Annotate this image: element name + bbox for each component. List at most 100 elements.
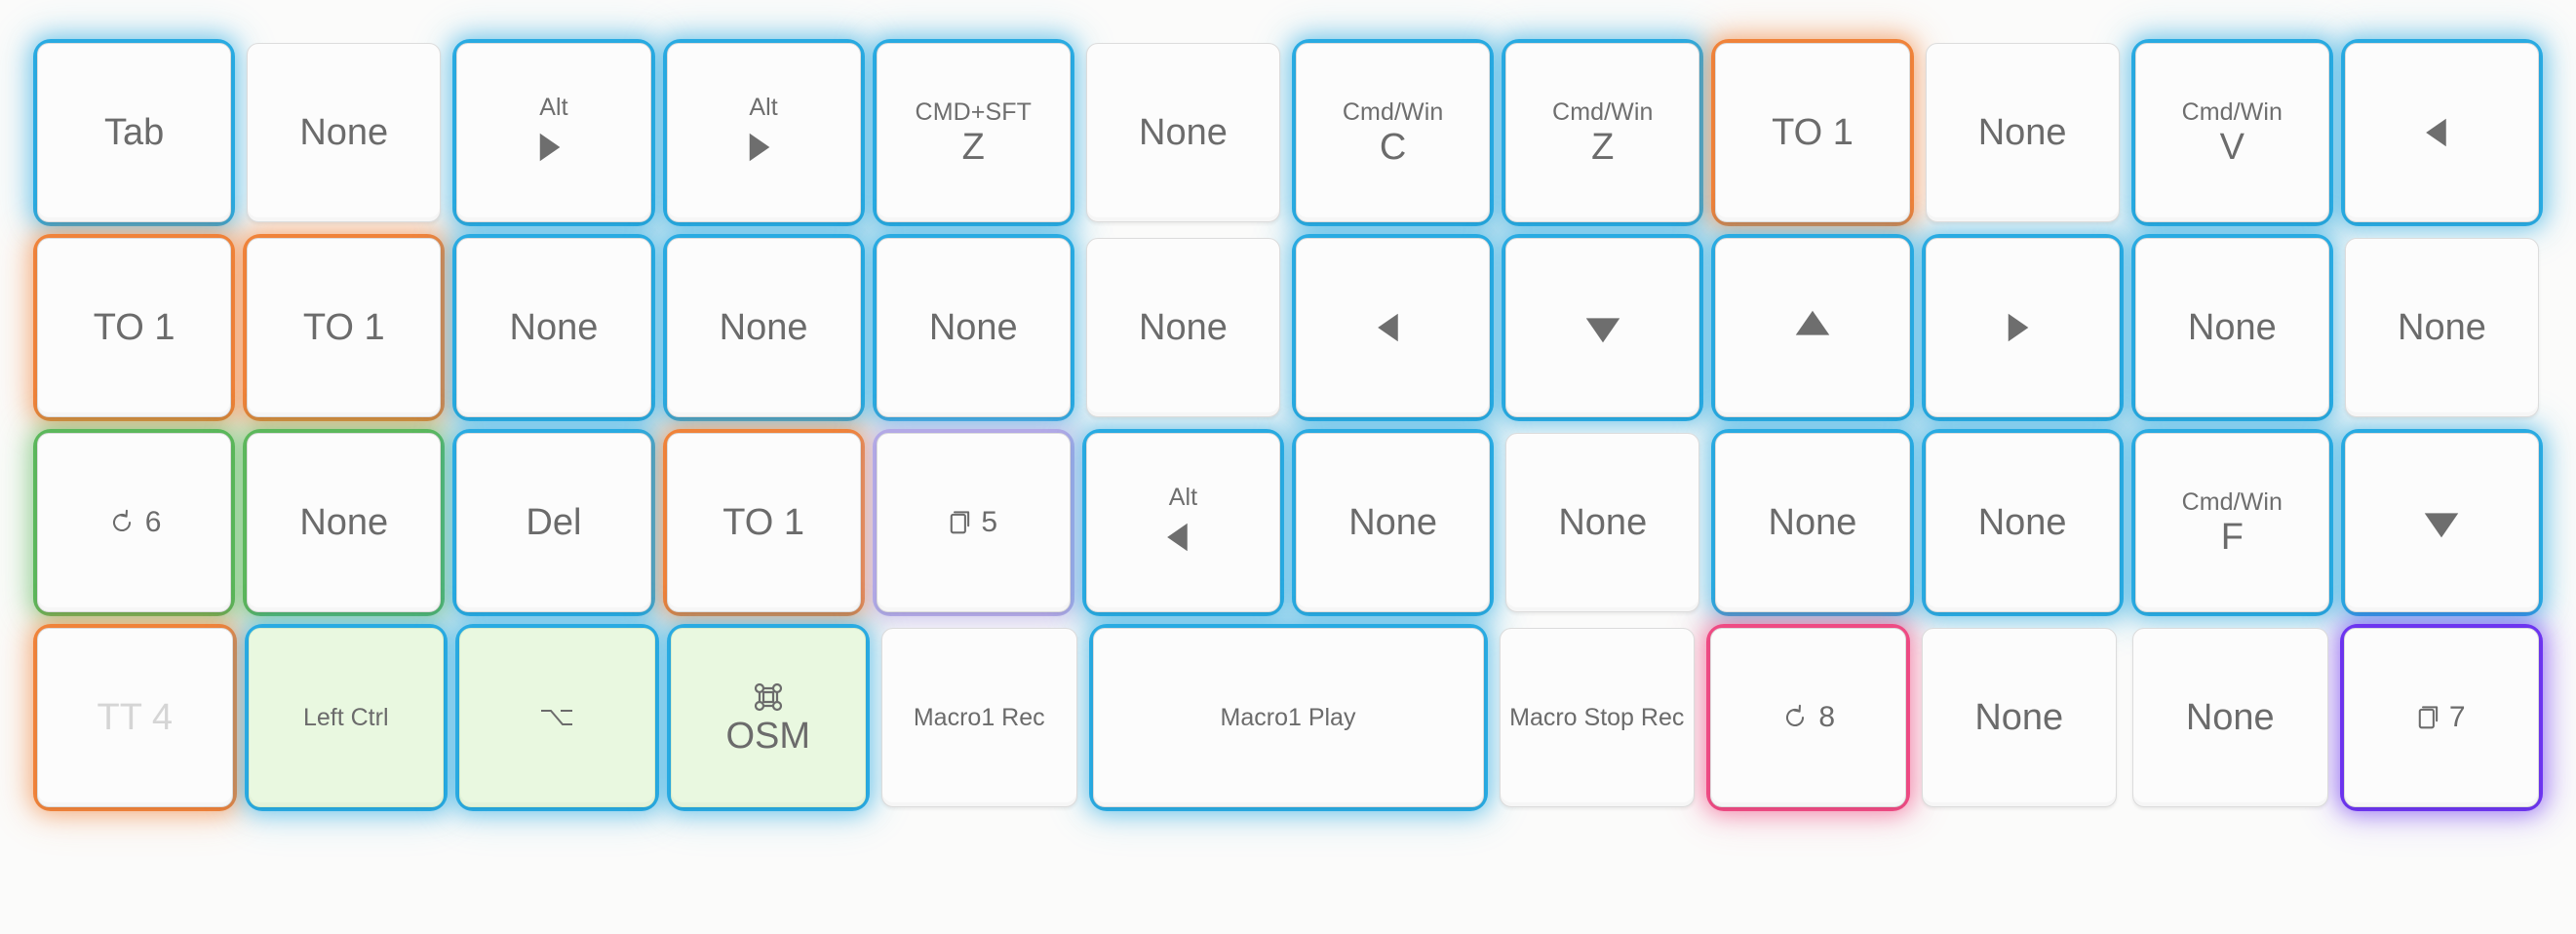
key-modifier-label: CMD+SFT: [915, 97, 1032, 126]
key-cap: Alt: [1085, 433, 1281, 612]
left-triangle-icon: [1164, 514, 1201, 561]
key-label: TO 1: [1772, 112, 1854, 153]
key-r2-c11-none[interactable]: None: [2127, 230, 2337, 425]
key-cap: None: [456, 238, 651, 417]
key-r3-c5-5[interactable]: 5: [869, 425, 1078, 620]
key-r2-c8-arrow-down[interactable]: [1498, 230, 1707, 425]
key-cap: TO 1: [1715, 43, 1910, 222]
key-r3-c11-f[interactable]: Cmd/Win F: [2127, 425, 2337, 620]
key-r3-c6-arrow-left[interactable]: Alt: [1078, 425, 1288, 620]
key-r4-c10-none[interactable]: None: [2125, 620, 2336, 815]
key-cap: CMD+SFT Z: [876, 43, 1071, 222]
key-r3-c1-6[interactable]: 6: [29, 425, 239, 620]
key-cap: [1925, 238, 2120, 417]
right-triangle-icon: [745, 124, 782, 171]
key-r3-c7-none[interactable]: None: [1288, 425, 1498, 620]
key-r1-c4-arrow-right[interactable]: Alt: [659, 35, 869, 230]
key-r3-c4-to-1[interactable]: TO 1: [659, 425, 869, 620]
key-label: None: [299, 112, 389, 153]
key-r4-c3-option[interactable]: [451, 620, 663, 815]
key-cap: [2344, 43, 2540, 222]
up-triangle-icon: [1789, 305, 1836, 350]
key-cap: 5: [876, 433, 1071, 612]
key-r3-c9-none[interactable]: None: [1707, 425, 1917, 620]
key-r2-c1-to-1[interactable]: TO 1: [29, 230, 239, 425]
key-r1-c6-none[interactable]: None: [1078, 35, 1288, 230]
key-cap: None: [2132, 628, 2328, 807]
key-label: None: [1974, 697, 2064, 738]
key-r4-c1-tt-4[interactable]: TT 4: [29, 620, 241, 815]
key-r1-c2-none[interactable]: None: [239, 35, 449, 230]
key-label: Left Ctrl: [302, 703, 389, 731]
key-r2-c6-none[interactable]: None: [1078, 230, 1288, 425]
key-cap: None: [1925, 43, 2120, 222]
key-r1-c11-v[interactable]: Cmd/Win V: [2127, 35, 2337, 230]
key-cap: None: [247, 43, 442, 222]
key-r4-c5-macro1-rec[interactable]: Macro1 Rec: [874, 620, 1085, 815]
key-r1-c3-arrow-right[interactable]: Alt: [449, 35, 658, 230]
key-r3-c3-del[interactable]: Del: [449, 425, 658, 620]
key-cap: None: [247, 433, 442, 612]
key-r4-c9-none[interactable]: None: [1914, 620, 2126, 815]
key-r3-c10-none[interactable]: None: [1918, 425, 2127, 620]
key-label: None: [1977, 112, 2067, 153]
key-cap: [2344, 433, 2540, 612]
key-cap: None: [1085, 238, 1281, 417]
key-label: None: [2187, 307, 2277, 348]
key-cap: None: [876, 238, 1071, 417]
key-r1-c5-z[interactable]: CMD+SFT Z: [869, 35, 1078, 230]
key-cap: 6: [37, 433, 232, 612]
key-r1-c7-c[interactable]: Cmd/Win C: [1288, 35, 1498, 230]
key-cap: 7: [2343, 628, 2539, 807]
key-r2-c3-none[interactable]: None: [449, 230, 658, 425]
key-r1-c10-none[interactable]: None: [1918, 35, 2127, 230]
rotate-ccw-icon: [1780, 703, 1810, 732]
key-cap: Macro Stop Rec: [1499, 628, 1695, 807]
key-label: None: [1558, 502, 1648, 543]
key-r2-c2-to-1[interactable]: TO 1: [239, 230, 449, 425]
key-cap: Macro1 Play: [1092, 628, 1484, 807]
key-cap: Alt: [456, 43, 651, 222]
key-cap: TT 4: [37, 628, 233, 807]
key-r2-c10-arrow-right[interactable]: [1918, 230, 2127, 425]
key-r2-c12-none[interactable]: None: [2337, 230, 2547, 425]
key-r2-c7-arrow-left[interactable]: [1288, 230, 1498, 425]
key-r1-c12-arrow-left[interactable]: [2337, 35, 2547, 230]
key-modifier-label: Cmd/Win: [2181, 487, 2283, 516]
key-r1-c8-z[interactable]: Cmd/Win Z: [1498, 35, 1707, 230]
key-r4-c2-left-ctrl[interactable]: Left Ctrl: [241, 620, 452, 815]
key-label: TO 1: [93, 307, 176, 348]
key-r4-c6-macro1-play[interactable]: Macro1 Play: [1085, 620, 1492, 815]
key-r1-c9-to-1[interactable]: TO 1: [1707, 35, 1917, 230]
key-modifier-label: Alt: [1168, 483, 1198, 511]
key-cap: None: [2344, 238, 2540, 417]
key-label: Tab: [103, 112, 165, 153]
key-cap: None: [2134, 238, 2329, 417]
key-cap: TO 1: [37, 238, 232, 417]
key-r4-c8-8[interactable]: 8: [1702, 620, 1914, 815]
key-r3-c2-none[interactable]: None: [239, 425, 449, 620]
rotary-layer-indicator: 8: [1780, 701, 1835, 734]
key-r4-c11-7[interactable]: 7: [2336, 620, 2548, 815]
key-label: OSM: [725, 716, 811, 757]
key-label: None: [509, 307, 599, 348]
layer-square-icon: [2417, 705, 2440, 730]
key-label: None: [1348, 502, 1438, 543]
key-label: TO 1: [722, 502, 804, 543]
keyboard-row-1: Tab None Alt Alt CMD+SFT Z None Cmd/Win C Cmd/Win…: [29, 35, 2547, 230]
key-cap: 8: [1710, 628, 1906, 807]
key-label: None: [299, 502, 389, 543]
key-r4-c7-macro-stop-rec[interactable]: Macro Stop Rec: [1492, 620, 1703, 815]
keyboard-row-3: 6 None Del TO 1 5 Alt None None None None Cmd/Win…: [29, 425, 2547, 620]
key-r2-c9-arrow-up[interactable]: [1707, 230, 1917, 425]
key-r3-c8-none[interactable]: None: [1498, 425, 1707, 620]
key-r4-c4-osm[interactable]: OSM: [663, 620, 875, 815]
key-r2-c5-none[interactable]: None: [869, 230, 1078, 425]
key-r2-c4-none[interactable]: None: [659, 230, 869, 425]
key-label: TT 4: [97, 697, 173, 738]
key-label: Macro1 Rec: [913, 703, 1045, 731]
key-r3-c12-arrow-down[interactable]: [2337, 425, 2547, 620]
key-r1-c1-tab[interactable]: Tab: [29, 35, 239, 230]
key-modifier-label: Alt: [539, 93, 568, 121]
